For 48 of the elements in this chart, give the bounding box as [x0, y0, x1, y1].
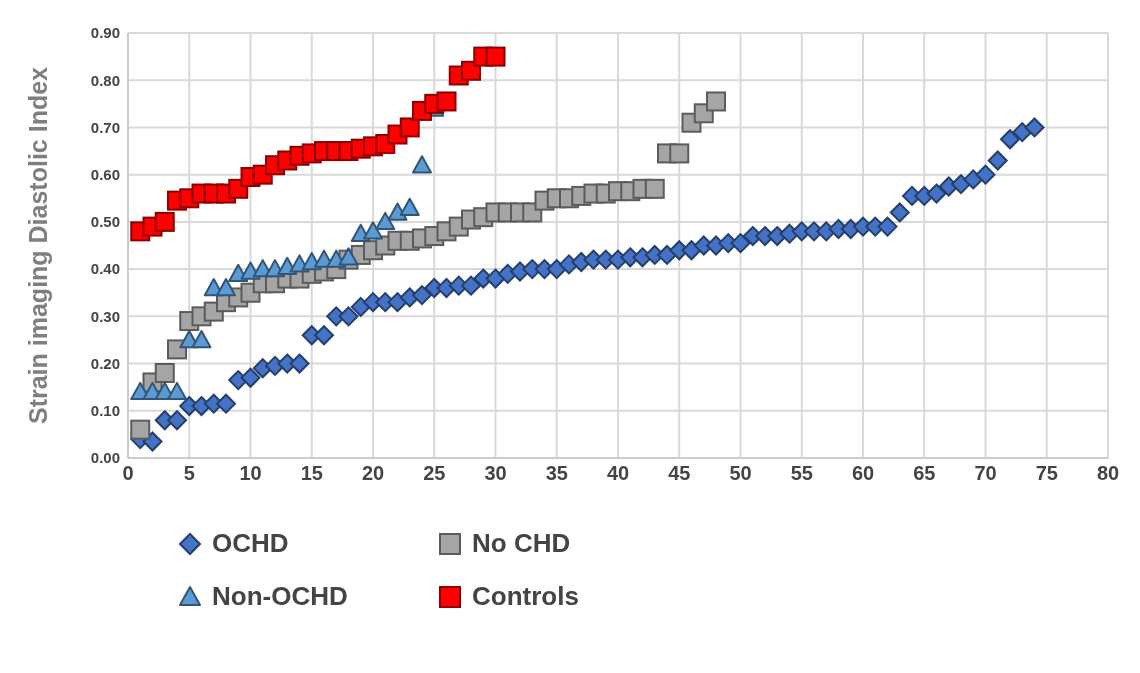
x-tick-label: 15: [300, 462, 323, 485]
y-tick-label: 0.50: [90, 213, 120, 231]
point: [485, 46, 506, 67]
y-axis-title: Strain imaging Diastolic Index: [23, 66, 52, 425]
point: [399, 117, 420, 138]
legend-label: OCHD: [212, 528, 289, 559]
y-tick-label: 0.00: [90, 449, 120, 467]
x-tick-label: 60: [851, 462, 875, 485]
y-tick-label: 0.60: [90, 165, 120, 183]
point: [216, 278, 236, 297]
x-tick-label: 80: [1096, 462, 1120, 485]
y-tick-label: 0.20: [90, 354, 120, 372]
x-tick-label: 65: [913, 462, 936, 485]
point: [706, 91, 726, 112]
point: [191, 329, 212, 349]
point: [363, 221, 383, 240]
y-tick-label: 0.40: [90, 260, 120, 278]
legend-label: Non-OCHD: [212, 581, 348, 612]
x-tick-label: 75: [1035, 462, 1058, 485]
x-tick-label: 30: [484, 462, 507, 485]
y-tick-label: 0.90: [90, 24, 120, 42]
x-tick-label: 0: [122, 462, 134, 485]
x-tick-label: 20: [361, 462, 385, 485]
x-tick-label: 35: [545, 462, 568, 485]
point: [375, 211, 396, 231]
y-tick-label: 0.70: [90, 118, 120, 136]
legend-label: Controls: [472, 581, 579, 612]
point: [130, 419, 151, 440]
x-tick-label: 70: [974, 462, 997, 485]
x-tick-label: 50: [729, 462, 752, 485]
x-tick-label: 10: [239, 462, 262, 485]
x-tick-label: 40: [606, 462, 630, 485]
y-tick-label: 0.10: [90, 402, 120, 420]
y-tick-label: 0.80: [90, 71, 120, 89]
point: [154, 211, 175, 232]
x-tick-label: 55: [790, 462, 813, 485]
point: [167, 381, 187, 401]
y-tick-label: 0.30: [90, 307, 120, 325]
point: [644, 178, 665, 199]
legend-label: No CHD: [472, 528, 571, 559]
point: [154, 363, 175, 383]
point: [669, 143, 690, 164]
point: [412, 155, 432, 174]
x-tick-label: 5: [183, 462, 195, 485]
x-tick-label: 25: [423, 462, 446, 485]
point: [436, 91, 457, 112]
x-tick-label: 45: [668, 462, 691, 485]
point: [399, 197, 420, 216]
